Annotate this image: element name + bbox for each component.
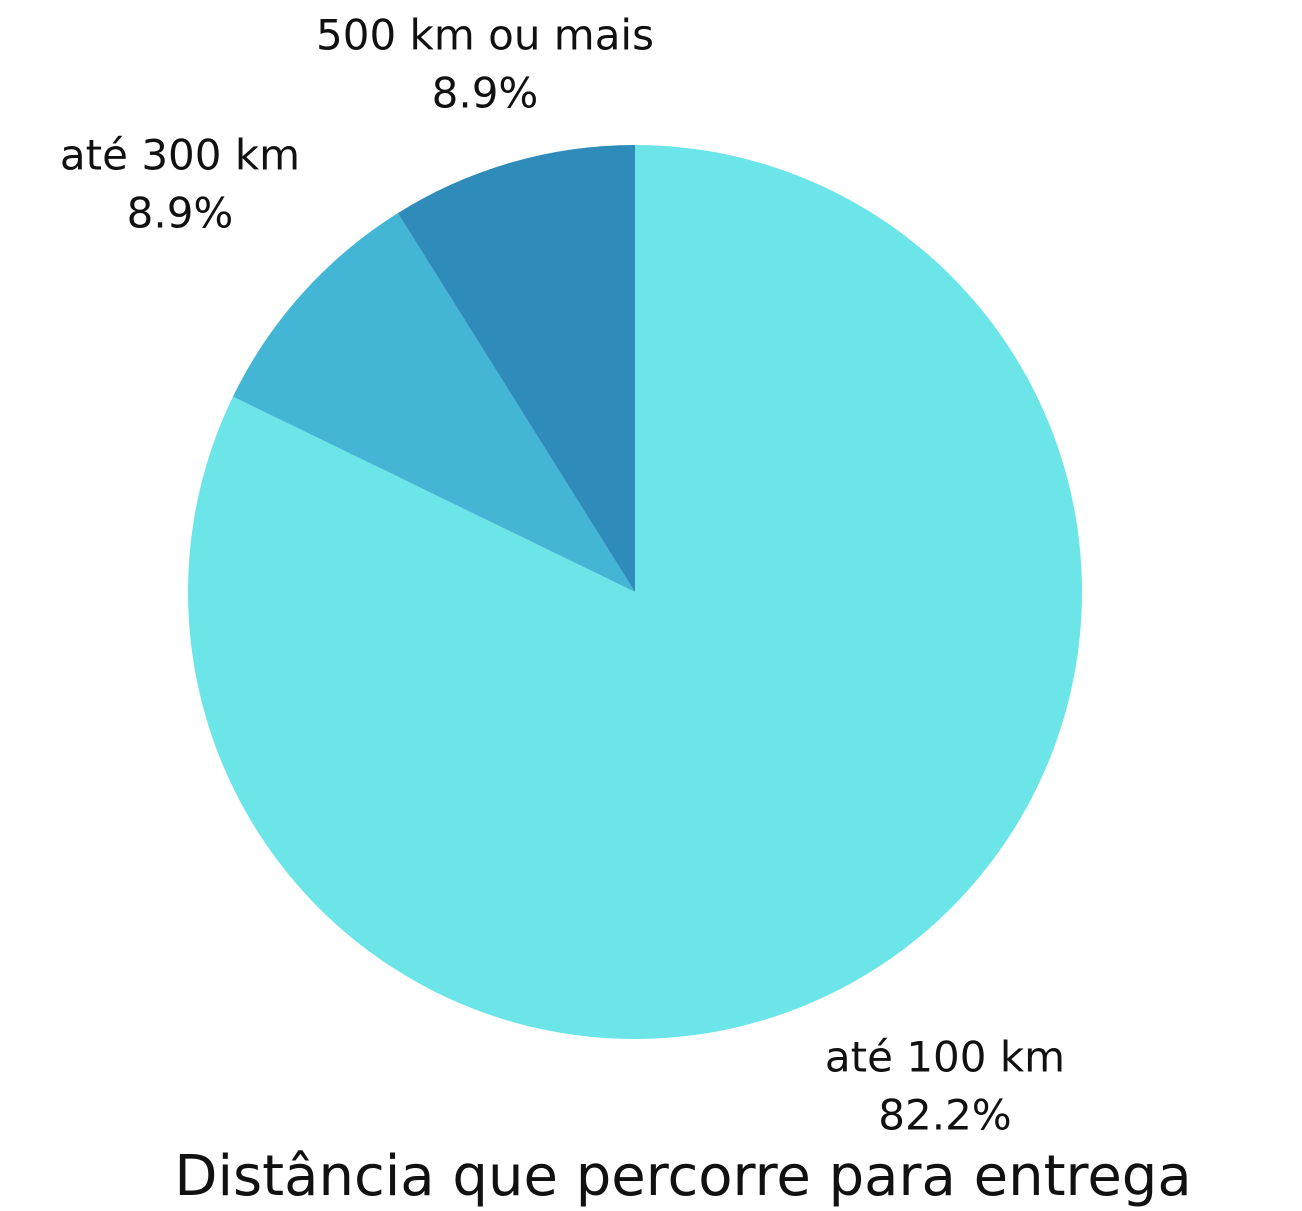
chart-title: Distância que percorre para entrega [174,1144,1191,1209]
slice-value-label: 82.2% [878,1091,1011,1140]
slice-label: até 300 km [60,131,300,180]
pie-slice [397,145,635,592]
slice-label: até 100 km [825,1033,1065,1082]
slice-value-label: 8.9% [127,189,234,238]
slice-label: 500 km ou mais [316,11,654,60]
slice-value-label: 8.9% [432,69,539,118]
pie-slice [232,213,635,593]
